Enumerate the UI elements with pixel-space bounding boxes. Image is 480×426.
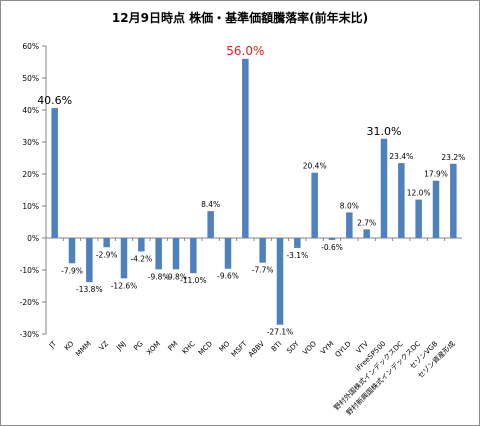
bar xyxy=(242,58,249,238)
category-label: PG xyxy=(132,340,144,352)
bar xyxy=(259,238,266,263)
data-label: -27.1% xyxy=(267,328,294,337)
bar xyxy=(328,238,336,240)
data-label: -2.9% xyxy=(96,250,118,259)
bar xyxy=(190,238,197,274)
bar xyxy=(450,163,457,238)
data-label: 17.9% xyxy=(424,170,448,179)
bar xyxy=(415,199,422,238)
bar xyxy=(311,172,318,238)
data-label: -11.0% xyxy=(180,276,207,285)
y-tick-label: -20% xyxy=(20,298,39,307)
bar xyxy=(398,163,405,238)
bar xyxy=(294,238,301,248)
bar xyxy=(51,108,58,238)
data-label: 23.2% xyxy=(441,153,465,162)
bar xyxy=(380,138,388,238)
data-label: -9.8% xyxy=(165,272,187,281)
data-label: -9.8% xyxy=(148,272,170,281)
y-tick-label: 10% xyxy=(22,202,39,211)
bar xyxy=(68,238,76,264)
data-label: 56.0% xyxy=(226,44,264,58)
data-label: 31.0% xyxy=(367,125,402,138)
data-label: -7.7% xyxy=(252,266,274,275)
data-label: -13.8% xyxy=(76,285,103,294)
category-label: KO xyxy=(63,339,76,352)
data-label: -7.9% xyxy=(61,266,83,275)
data-label: 8.0% xyxy=(340,201,359,210)
category-label: JNJ xyxy=(114,340,127,353)
y-tick-label: 40% xyxy=(22,106,39,115)
data-label: 20.4% xyxy=(303,162,327,171)
y-tick-label: -30% xyxy=(20,330,39,339)
category-label: SDY xyxy=(285,339,301,355)
bar xyxy=(103,238,110,248)
data-label: 8.4% xyxy=(201,200,220,209)
y-tick-label: 20% xyxy=(22,170,39,179)
category-label: XOM xyxy=(145,340,162,357)
category-label: ABBV xyxy=(247,340,266,359)
bar xyxy=(363,229,370,238)
y-tick-label: 30% xyxy=(22,138,39,147)
category-label: MMM xyxy=(74,340,92,358)
y-tick-label: 0% xyxy=(27,234,39,243)
category-label: MO xyxy=(218,339,232,353)
y-tick-label: 50% xyxy=(22,74,39,83)
category-label: MSFT xyxy=(230,339,249,358)
category-label: QYLD xyxy=(334,340,353,359)
y-tick-label: -10% xyxy=(20,266,39,275)
data-label: -9.6% xyxy=(217,272,239,281)
data-label: -0.6% xyxy=(321,243,343,252)
category-label: JT xyxy=(47,339,58,350)
category-label: MCD xyxy=(197,340,214,357)
bar xyxy=(207,211,214,238)
bar xyxy=(172,238,180,270)
bars xyxy=(45,58,457,325)
data-label: 2.7% xyxy=(357,218,376,227)
category-label: PM xyxy=(166,340,179,353)
category-label: BTI xyxy=(270,340,284,354)
bar xyxy=(120,238,128,279)
data-labels: 40.6%-7.9%-13.8%-2.9%-12.6%-4.2%-9.8%-9.… xyxy=(37,44,465,337)
bar xyxy=(346,212,353,238)
bar xyxy=(224,238,232,269)
y-axis: 60% 50% 40% 30% 20% 10% 0% -10% -20% -30% xyxy=(20,42,462,339)
bar xyxy=(276,238,284,325)
data-label: 40.6% xyxy=(37,94,72,107)
chart-title: 12月9日時点 株価・基準価額騰落率(前年末比) xyxy=(112,10,368,25)
data-label: 12.0% xyxy=(407,189,431,198)
category-label: VZ xyxy=(98,340,111,353)
bar xyxy=(86,238,93,283)
data-label: -12.6% xyxy=(111,281,138,290)
category-label: VOO xyxy=(301,339,318,356)
y-tick-label: 60% xyxy=(22,42,39,51)
bar xyxy=(138,238,145,252)
data-label: 23.4% xyxy=(389,152,413,161)
data-label: -3.1% xyxy=(286,251,308,260)
bar xyxy=(155,238,162,270)
data-label: -4.2% xyxy=(130,254,152,263)
bar xyxy=(432,180,440,238)
category-label: KHC xyxy=(181,340,197,356)
